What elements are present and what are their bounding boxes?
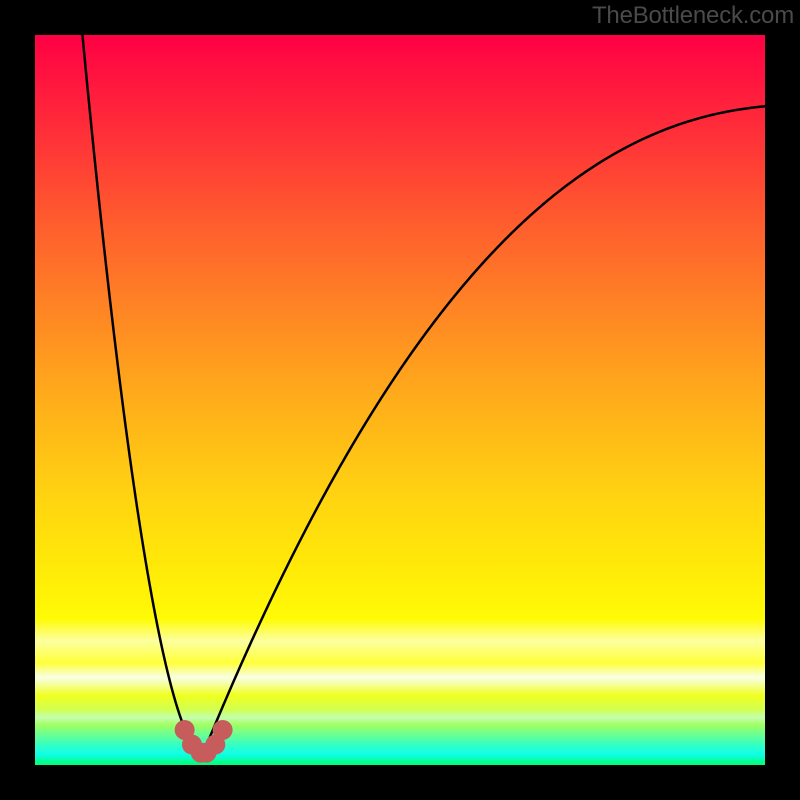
chart-root: TheBottleneck.com bbox=[0, 0, 800, 800]
bottleneck-chart bbox=[0, 0, 800, 800]
gradient-background bbox=[35, 35, 765, 765]
dip-marker bbox=[213, 720, 233, 740]
